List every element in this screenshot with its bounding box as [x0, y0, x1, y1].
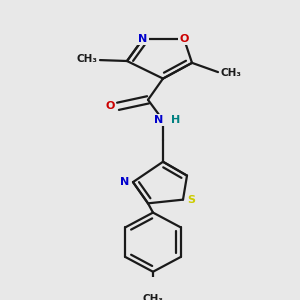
Text: O: O — [179, 34, 189, 44]
Text: CH₃: CH₃ — [220, 68, 242, 78]
Text: O: O — [105, 101, 115, 111]
Text: CH₃: CH₃ — [142, 293, 164, 300]
Text: CH₃: CH₃ — [76, 54, 98, 64]
Text: H: H — [171, 115, 181, 125]
Text: S: S — [187, 195, 195, 205]
Text: N: N — [138, 34, 148, 44]
Text: N: N — [154, 115, 164, 125]
Text: N: N — [120, 177, 130, 187]
